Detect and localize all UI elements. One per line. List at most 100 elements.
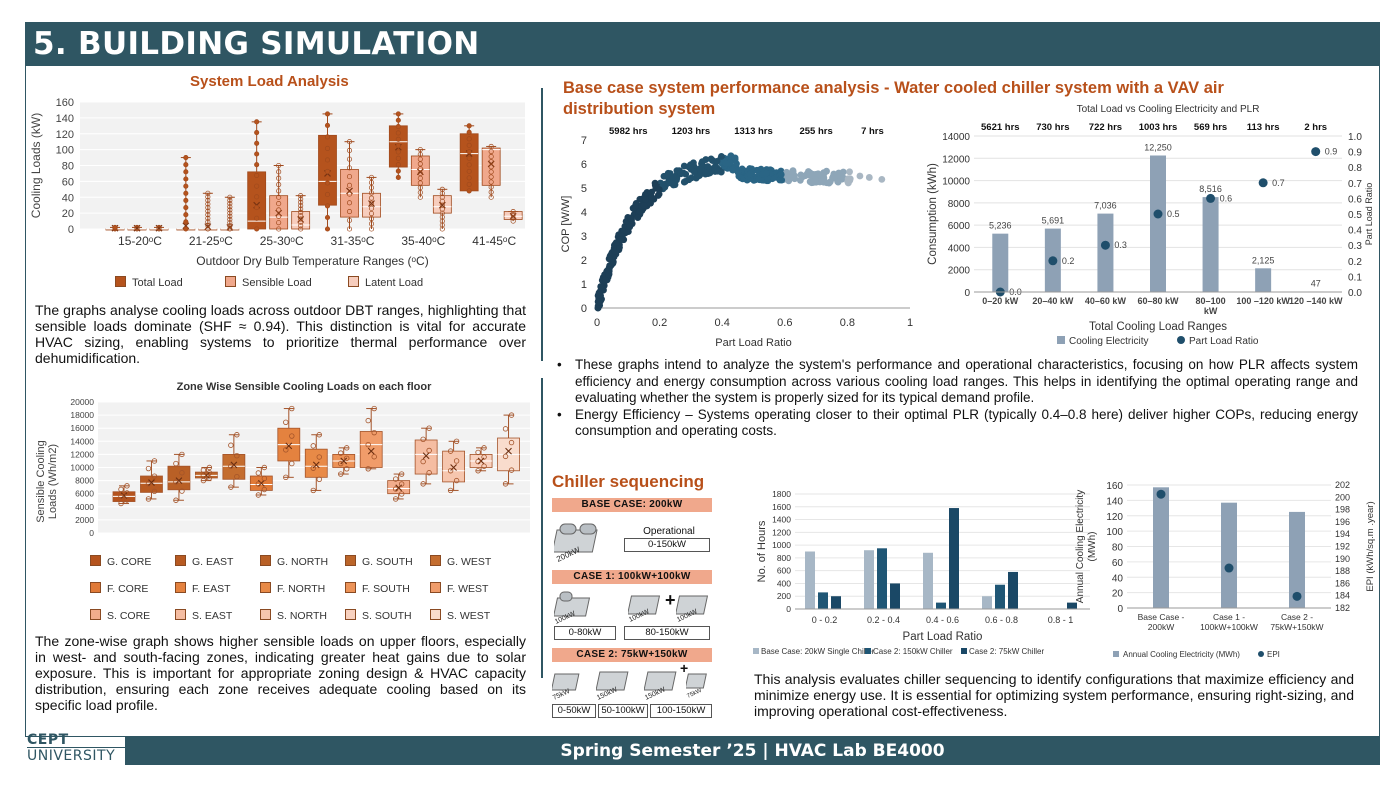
y-tick-label: 4000	[948, 243, 971, 254]
scatter-point	[602, 276, 609, 284]
scatter-point	[597, 283, 605, 291]
box-data-point	[371, 429, 377, 436]
box-data-point	[398, 481, 405, 487]
box-data-point	[227, 207, 233, 213]
legend-label: Cooling Electricity	[1069, 336, 1148, 347]
legend-swatch	[260, 609, 271, 620]
box-data-point	[453, 458, 460, 464]
box-data-point	[227, 223, 233, 229]
box-mean-marker	[340, 457, 348, 465]
box-data-point	[439, 190, 445, 196]
legend-label: F. WEST	[447, 583, 489, 595]
scatter-point	[618, 236, 625, 243]
scatter-point	[797, 171, 805, 179]
legend-swatch	[430, 609, 441, 620]
bar	[949, 508, 959, 609]
scatter-point	[820, 170, 828, 178]
range-box: 0-80kW	[554, 626, 616, 640]
box-data-point	[426, 425, 432, 431]
x-tick-label: 0.2 - 0.4	[867, 615, 900, 625]
box-data-point	[392, 486, 399, 492]
scatter-point	[814, 170, 822, 178]
scatter-point	[755, 175, 763, 183]
box-data-point	[298, 216, 304, 222]
box-data-point	[417, 185, 423, 191]
box-mean-marker	[422, 452, 430, 460]
box-data-point	[395, 162, 401, 168]
box-data-point	[227, 194, 233, 200]
zone-legend-item: G. NORTH	[260, 555, 328, 568]
x-tick-label: 40–60 kW	[1085, 296, 1127, 306]
scatter-point	[594, 304, 602, 312]
box-data-point	[324, 226, 331, 232]
box-data-point	[439, 186, 445, 192]
legend-label: G. WEST	[447, 556, 492, 568]
box	[481, 147, 501, 186]
y-axis-label: No. of Hours	[756, 520, 768, 582]
x-tick-label: 15-20ᵒC	[118, 234, 162, 248]
scatter-point	[783, 168, 790, 176]
box-data-point	[466, 162, 472, 168]
range-box: 0-150kW	[624, 538, 710, 552]
y-tick-label: 4000	[75, 502, 94, 512]
y-tick-label: 0	[1117, 604, 1123, 615]
x-tick-label: 100kW+100kW	[1200, 622, 1258, 632]
scatter-point	[803, 170, 811, 178]
box-data-point	[488, 154, 494, 160]
box-data-point	[502, 481, 509, 487]
box-data-point	[298, 226, 304, 232]
box-mean-marker	[368, 200, 375, 208]
box-data-point	[392, 496, 399, 502]
box-data-point	[298, 223, 304, 229]
footer-bar: Spring Semester ’25 | HVAC Lab BE4000	[125, 737, 1380, 765]
y2-tick-label: 200	[1335, 492, 1350, 502]
box-data-point	[395, 149, 401, 155]
legend-label: S. SOUTH	[362, 610, 412, 622]
box-data-point	[466, 181, 472, 187]
box-mean-marker	[438, 201, 446, 209]
plr-value-label: 0.5	[1167, 209, 1180, 219]
bar	[1097, 213, 1114, 292]
box-data-point	[368, 221, 375, 227]
scatter-point	[664, 171, 672, 179]
box-data-point	[145, 496, 152, 502]
box-data-point	[298, 219, 304, 225]
box-data-point	[206, 464, 213, 471]
box-data-point	[481, 454, 487, 460]
legend-swatch	[90, 582, 101, 593]
box-data-point	[173, 479, 179, 485]
x-tick-label: 60–80 kW	[1137, 296, 1179, 306]
x-tick-label: 0.2	[652, 317, 667, 329]
box-data-point	[276, 162, 282, 169]
box-data-point	[276, 194, 282, 200]
hours-label: 5982 hrs	[609, 126, 648, 137]
scatter-point	[605, 266, 613, 274]
scatter-point	[681, 178, 689, 185]
box-data-point	[227, 210, 233, 216]
y-tick-label: 0	[964, 288, 970, 299]
y-tick-label: 1	[581, 279, 587, 291]
box-mean-marker	[505, 447, 512, 455]
range-box: 100-150kW	[650, 704, 712, 718]
box-data-point	[324, 145, 331, 151]
y-tick-label: 120	[56, 129, 74, 141]
y2-tick-label: 182	[1335, 603, 1350, 613]
cop-scatter-chart: 0 1 2 3 4 5 6 7 0 0.2 0.4 0.6 0.8 1 Part Load Ratio COP…	[560, 126, 913, 349]
plus-icon: +	[665, 590, 676, 610]
zone-legend-item: S. CORE	[90, 609, 150, 622]
box-data-point	[255, 481, 262, 487]
x-tick-label: 120 –140 kW	[1289, 296, 1343, 306]
box-data-point	[227, 220, 233, 226]
box-data-point	[283, 419, 289, 426]
y-tick-label: 7	[581, 135, 587, 147]
scatter-point	[846, 175, 854, 183]
legend-swatch	[1113, 651, 1119, 657]
scatter-point	[789, 167, 797, 175]
box-data-point	[368, 200, 375, 206]
legend-swatch	[1258, 651, 1264, 657]
legend-label: Case 2: 75kW Chiller	[969, 647, 1044, 656]
box-data-point	[447, 468, 454, 474]
box-data-point	[510, 215, 516, 221]
chiller-unit-icon: 150kW	[644, 671, 677, 702]
university-logo: CEPT UNIVERSITY	[27, 733, 125, 765]
